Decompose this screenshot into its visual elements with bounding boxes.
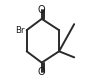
Text: Br: Br	[15, 26, 24, 35]
Text: O: O	[38, 5, 46, 15]
Text: O: O	[38, 67, 46, 77]
